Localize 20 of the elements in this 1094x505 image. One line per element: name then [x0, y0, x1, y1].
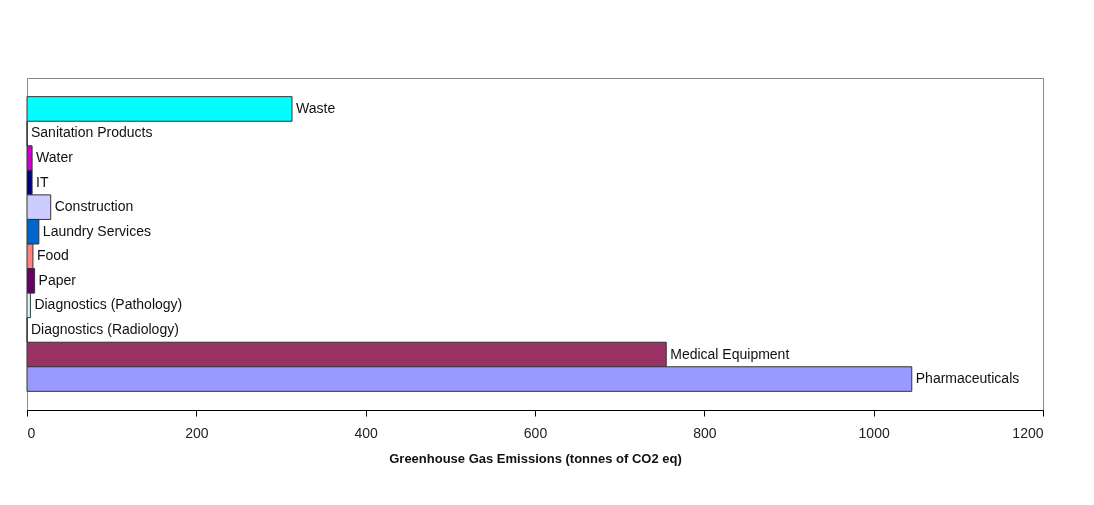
x-tick-label: 800 [693, 424, 717, 441]
y-tick-label: Sanitation Products [31, 124, 153, 141]
y-tick-label: Water [36, 149, 74, 166]
y-tick-label: Diagnostics (Radiology) [31, 320, 179, 337]
x-tick-label: 600 [523, 424, 548, 441]
y-tick-label: Waste [296, 99, 336, 116]
x-tick-label: 400 [354, 424, 379, 441]
y-tick-label: Pharmaceuticals [915, 370, 1020, 387]
x-tick-label: 1000 [858, 424, 890, 441]
x-tick-label: 200 [185, 424, 209, 441]
y-tick-label: Food [36, 247, 69, 264]
y-tick-label: Paper [38, 271, 77, 288]
y-tick-label: IT [36, 173, 49, 190]
x-tick-label: 1200 [1012, 424, 1044, 441]
y-tick-label: Diagnostics (Pathology) [34, 296, 183, 313]
x-tick-label: 0 [27, 424, 36, 441]
x-axis-title: Greenhouse Gas Emissions (tonnes of CO2 eq) [389, 450, 682, 466]
y-tick-label: Medical Equipment [670, 345, 790, 362]
y-tick-label: Laundry Services [42, 222, 152, 239]
y-tick-label: Construction [54, 198, 134, 215]
